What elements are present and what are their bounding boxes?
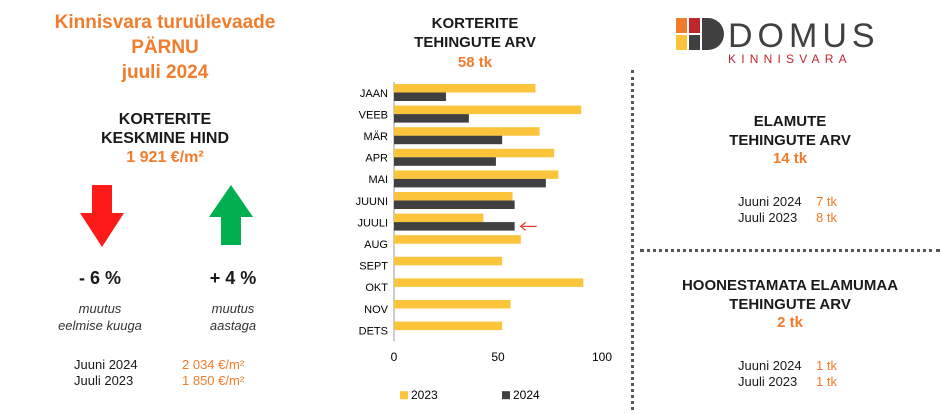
bar-2024 [394,178,546,188]
yearly-change-label-line2: aastaga [209,318,257,333]
price-compare: Juuni 2024 2 034 €/m² Juuli 2023 1 850 €/m… [74,357,244,389]
houses-compare-label: Juuli 2023 [738,210,798,225]
logo-subtitle: KINNISVARA [728,52,852,66]
report-title-line3: juuli 2024 [121,62,209,83]
houses-count: 14 tk [772,150,808,167]
category-label: OKT [365,282,388,294]
avg-price-heading: KORTERITE KESKMINE HIND [0,110,330,148]
houses-compare: Juuni 2024 7 tk Juuli 2023 8 tk [738,194,837,226]
avg-price-heading-line2: KESKMINE HIND [100,130,229,147]
land-compare-row: Juuni 2024 1 tk [738,358,837,374]
bar-2023 [394,300,511,309]
avg-price-heading-line1: KORTERITE [118,111,212,128]
bar-2024 [394,200,515,209]
bar-2024 [394,135,503,145]
land-compare-value: 1 tk [816,358,837,373]
category-label: NOV [364,304,389,316]
category-label: APR [365,153,388,165]
legend-swatch-2024 [502,391,510,400]
highlight-arrow-head-icon [519,221,527,231]
houses-compare-row: Juuli 2023 8 tk [738,210,837,226]
report-title-line1: Kinnisvara turuülevaade [54,12,276,33]
category-label: VEEB [359,109,388,121]
x-tick-label: 100 [592,350,612,364]
bar-2024 [394,157,496,166]
land-compare: Juuni 2024 1 tk Juuli 2023 1 tk [738,358,837,390]
houses-compare-value: 7 tk [816,194,837,209]
category-label: AUG [364,239,388,251]
monthly-change-value: - 6 % [78,268,121,288]
houses-title: ELAMUTE TEHINGUTE ARV [645,112,935,150]
legend-label: 2023 [411,388,438,402]
legend-swatch-2023 [400,391,408,400]
price-compare-value: 1 850 €/m² [182,373,245,388]
category-label: MAI [368,174,388,186]
category-label: JUUNI [356,196,388,208]
x-tick-label: 0 [391,350,398,364]
price-compare-label: Juuni 2024 [74,357,138,372]
bar-2023 [394,105,582,115]
apartment-transactions-chart: JAAN VEEB MÄR APR MAI JUUNI JUULI AUG SEPT OKT NOV… [356,82,612,402]
bar-2023 [394,321,503,331]
price-compare-value: 2 034 €/m² [182,357,245,372]
land-title: HOONESTAMATA ELAMUMAA TEHINGUTE ARV [645,276,935,314]
houses-compare-value: 8 tk [816,210,837,225]
land-count: 2 tk [777,314,803,331]
chart-title: KORTERITE TEHINGUTE ARV [335,14,615,52]
up-arrow-icon [209,185,253,245]
horizontal-divider [640,249,940,252]
monthly-change-label: muutus eelmise kuuga [30,300,170,334]
bar-2024 [394,114,469,123]
chart-total-count: 58 tk [457,54,493,71]
monthly-change-label-line2: eelmise kuuga [58,318,142,333]
yearly-change-value: + 4 % [209,268,257,288]
logo-name: DOMUS [728,17,880,55]
category-label: SEPT [359,261,388,273]
legend-label: 2024 [513,388,540,402]
category-label: JUULI [357,217,388,229]
bar-2023 [394,235,521,244]
price-compare-row: Juuni 2024 2 034 €/m² [74,357,244,373]
land-compare-value: 1 tk [816,374,837,389]
bar-2024 [394,92,446,101]
domus-logo: DOMUS KINNISVARA [676,17,880,66]
report-title-line2: PÄRNU [131,37,199,58]
houses-title-line2: TEHINGUTE ARV [729,132,851,149]
bar-2023 [394,213,484,223]
yearly-change-label: muutus aastaga [163,300,303,334]
houses-compare-row: Juuni 2024 7 tk [738,194,837,210]
monthly-change-label-line1: muutus [78,301,122,316]
land-compare-row: Juuli 2023 1 tk [738,374,837,390]
chart-title-line2: TEHINGUTE ARV [414,34,536,51]
yearly-change-label-line1: muutus [211,301,255,316]
bar-2024 [394,222,515,231]
report-title: Kinnisvara turuülevaade PÄRNU juuli 2024 [0,10,330,85]
vertical-divider [631,70,634,410]
down-arrow-icon [80,185,124,247]
land-compare-label: Juuli 2023 [738,374,798,389]
bar-2023 [394,192,513,201]
category-label: MÄR [364,131,389,143]
land-compare-label: Juuni 2024 [738,358,802,373]
price-compare-label: Juuli 2023 [74,373,134,388]
bar-2023 [394,148,555,158]
x-tick-label: 50 [491,350,505,364]
bar-2023 [394,170,559,179]
price-compare-row: Juuli 2023 1 850 €/m² [74,373,244,389]
land-title-line1: HOONESTAMATA ELAMUMAA [681,277,899,294]
category-label: DETS [359,325,388,337]
chart-title-line1: KORTERITE [431,15,519,32]
bar-2023 [394,278,584,287]
houses-compare-label: Juuni 2024 [738,194,802,209]
bar-2023 [394,256,503,266]
houses-title-line1: ELAMUTE [753,113,827,130]
bar-2023 [394,84,536,93]
land-title-line2: TEHINGUTE ARV [729,296,851,313]
category-label: JAAN [360,88,388,100]
bar-2023 [394,127,540,136]
avg-price-value: 1 921 €/m² [126,149,204,166]
